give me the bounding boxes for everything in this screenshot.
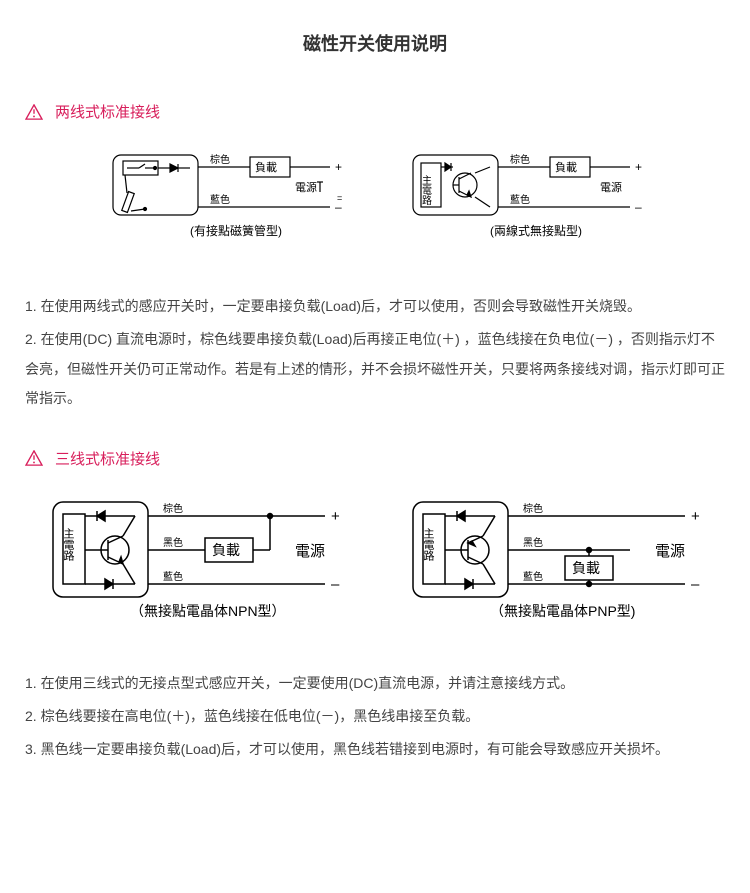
label-minus-r: – (635, 200, 642, 214)
section1-header: 两线式标准接线 (25, 101, 725, 122)
diagram-2wire-reed: 棕色 藍色 負載 電源 + – = (有接點磁簧管型) (95, 147, 355, 257)
label-blue-pnp: 藍色 (523, 570, 543, 583)
warning-icon (25, 104, 43, 120)
label-power-npn: 電源 (295, 543, 325, 560)
label-module-npn: 主電路 (62, 527, 75, 561)
diagram-2wire-solid: 主電路 棕色 藍色 負載 電源 + – (兩線式無接點型) (395, 147, 655, 257)
section1-diagrams: 棕色 藍色 負載 電源 + – = (有接點磁簧管型) (25, 147, 725, 257)
label-load-r: 負載 (555, 161, 577, 174)
label-load-npn: 負載 (212, 542, 240, 558)
label-load-pnp: 負載 (572, 560, 600, 576)
caption-2wire-reed: (有接點磁簧管型) (190, 223, 282, 238)
label-module-pnp: 主電路 (422, 527, 435, 561)
section2-diagrams: 主電路 棕色 黑色 藍色 負載 電源 + – （無接點電晶体NPN型） (25, 494, 725, 634)
diagram-3wire-npn: 主電路 棕色 黑色 藍色 負載 電源 + – （無接點電晶体NPN型） (35, 494, 355, 634)
label-plus-r: + (635, 160, 642, 174)
plus-npn: + (331, 508, 340, 525)
page-title: 磁性开关使用说明 (25, 30, 725, 56)
plus-pnp: + (691, 508, 700, 525)
label-module: 主電路 (420, 175, 432, 206)
label-power: 電源 (295, 180, 317, 194)
section2-note-3: 3. 黑色线一定要串接负载(Load)后，才可以使用，黑色线若错接到电源时，有可… (25, 735, 725, 764)
minus-npn: – (331, 576, 340, 593)
section2-header: 三线式标准接线 (25, 448, 725, 469)
label-load: 負載 (255, 161, 277, 174)
warning-icon (25, 450, 43, 466)
section1-heading: 两线式标准接线 (55, 101, 160, 122)
label-plus: + (335, 160, 342, 174)
diagram-3wire-pnp: 主電路 棕色 黑色 藍色 負載 電源 + – （無接點電晶体PNP型) (395, 494, 715, 634)
label-blue-npn: 藍色 (163, 570, 183, 583)
caption-npn: （無接點電晶体NPN型） (130, 603, 286, 619)
label-brown-npn: 棕色 (163, 502, 183, 515)
section1-note-1: 1. 在使用两线式的感应开关时，一定要串接负载(Load)后，才可以使用，否则会… (25, 292, 725, 321)
minus-pnp: – (691, 576, 700, 593)
section2-note-1: 1. 在使用三线式的无接点型式感应开关，一定要使用(DC)直流电源，并请注意接线… (25, 669, 725, 698)
caption-2wire-solid: (兩線式無接點型) (490, 223, 582, 238)
section1-note-2: 2. 在使用(DC) 直流电源时，棕色线要串接负载(Load)后再接正电位(＋)… (25, 325, 725, 413)
label-minus2: = (337, 193, 342, 203)
label-brown-pnp: 棕色 (523, 502, 543, 515)
label-power-pnp: 電源 (655, 543, 685, 560)
label-black-pnp: 黑色 (523, 536, 543, 549)
label-brown: 棕色 (210, 153, 230, 166)
label-blue-r: 藍色 (510, 193, 530, 206)
section2-note-2: 2. 棕色线要接在高电位(＋)，蓝色线接在低电位(－)，黑色线串接至负载。 (25, 702, 725, 731)
label-power-r: 電源 (600, 180, 622, 194)
label-black-npn: 黑色 (163, 536, 183, 549)
section2-heading: 三线式标准接线 (55, 448, 160, 469)
caption-pnp: （無接點電晶体PNP型) (490, 603, 635, 619)
label-brown-r: 棕色 (510, 153, 530, 166)
label-blue: 藍色 (210, 193, 230, 206)
